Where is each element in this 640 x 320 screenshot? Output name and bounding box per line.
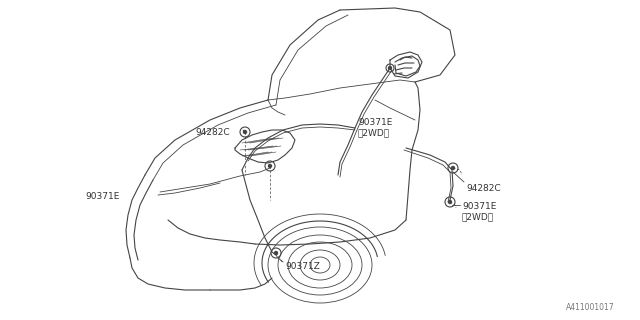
Circle shape	[451, 166, 454, 170]
Circle shape	[243, 131, 246, 133]
Text: 90371E: 90371E	[358, 118, 392, 127]
Text: 90371E: 90371E	[462, 202, 497, 211]
Text: ＜2WD＞: ＜2WD＞	[462, 212, 494, 221]
Text: ＜2WD＞: ＜2WD＞	[358, 128, 390, 137]
Circle shape	[275, 252, 278, 254]
Circle shape	[388, 67, 392, 69]
Text: 90371Z: 90371Z	[285, 262, 320, 271]
Circle shape	[269, 164, 271, 167]
Text: 94282C: 94282C	[466, 184, 500, 193]
Text: A411001017: A411001017	[566, 303, 615, 312]
Text: 90371E: 90371E	[85, 192, 120, 201]
Text: 94282C: 94282C	[195, 128, 230, 137]
Circle shape	[449, 201, 451, 204]
